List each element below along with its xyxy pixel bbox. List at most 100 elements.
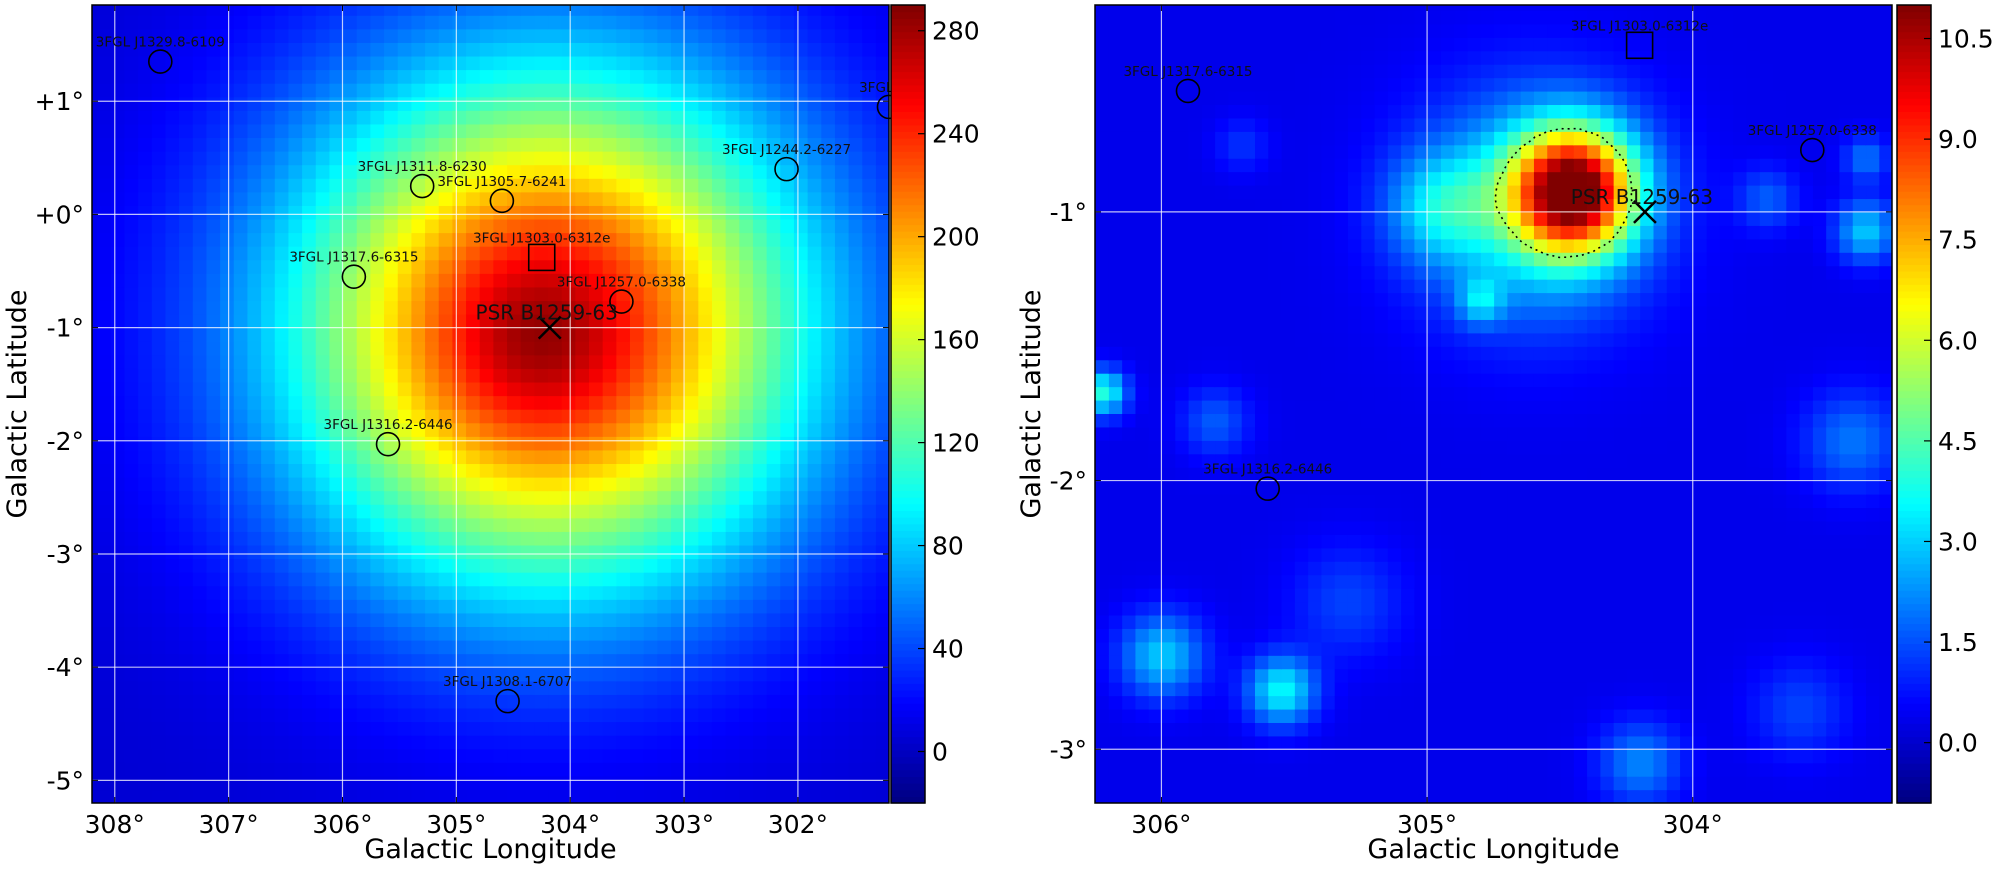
heatmap-cell [588,409,602,423]
heatmap-cell [438,110,452,124]
heatmap-cell [479,110,493,124]
heatmap-cell [465,626,479,640]
heatmap-cell [233,491,247,505]
heatmap-cell [452,586,466,600]
heatmap-cell [1706,669,1720,683]
heatmap-cell [1467,548,1481,562]
heatmap-cell [534,776,548,790]
colorbar-segment [891,730,925,737]
heatmap-cell [383,97,397,111]
heatmap-cell [206,83,220,97]
heatmap-cell [862,178,876,192]
heatmap-cell [547,110,561,124]
heatmap-cell [124,273,138,287]
heatmap-cell [711,2,725,16]
heatmap-cell [315,396,329,410]
heatmap-cell [684,789,698,803]
heatmap-cell [561,382,575,396]
heatmap-cell [397,477,411,491]
heatmap-cell [110,328,124,342]
heatmap-cell [834,586,848,600]
colorbar-segment [891,783,925,790]
heatmap-cell [302,300,316,314]
heatmap-cell [1427,642,1441,656]
heatmap-cell [479,137,493,151]
heatmap-cell [233,504,247,518]
heatmap-cell [1786,763,1800,777]
heatmap-cell [274,314,288,328]
heatmap-cell [138,287,152,301]
heatmap-cell [342,219,356,233]
heatmap-cell [575,110,589,124]
heatmap-cell [424,219,438,233]
heatmap-cell [493,192,507,206]
heatmap-cell [752,219,766,233]
heatmap-cell [725,97,739,111]
heatmap-cell [520,287,534,301]
heatmap-cell [1547,507,1561,521]
heatmap-cell [657,42,671,56]
heatmap-cell [261,735,275,749]
heatmap-cell [862,396,876,410]
heatmap-cell [739,531,753,545]
heatmap-cell [1533,507,1547,521]
heatmap-cell [479,749,493,763]
y-tick-label: +1° [35,87,84,116]
heatmap-cell [370,654,384,668]
heatmap-cell [684,423,698,437]
heatmap-cell [261,613,275,627]
heatmap-cell [110,463,124,477]
heatmap-cell [302,287,316,301]
heatmap-cell [1772,682,1786,696]
heatmap-cell [206,192,220,206]
heatmap-cell [452,124,466,138]
heatmap-cell [479,29,493,43]
heatmap-cell [657,341,671,355]
heatmap-cell [1188,601,1202,615]
heatmap-cell [411,613,425,627]
heatmap-cell [588,423,602,437]
heatmap-cell [588,436,602,450]
heatmap-cell [588,124,602,138]
heatmap-cell [1454,521,1468,535]
heatmap-cell [411,491,425,505]
heatmap-cell [602,708,616,722]
heatmap-cell [288,355,302,369]
colorbar-tick-label: 80 [932,532,964,561]
heatmap-cell [424,368,438,382]
heatmap-cell [561,246,575,260]
heatmap-cell [1308,601,1322,615]
heatmap-cell [370,137,384,151]
heatmap-cell [493,572,507,586]
heatmap-cell [1480,682,1494,696]
heatmap-cell [124,2,138,16]
heatmap-cell [411,15,425,29]
heatmap-cell [356,572,370,586]
heatmap-cell [739,749,753,763]
heatmap-cell [1613,696,1627,710]
heatmap-cell [1480,575,1494,589]
heatmap-cell [862,341,876,355]
heatmap-cell [465,640,479,654]
heatmap-cell [261,368,275,382]
heatmap-cell [1812,575,1826,589]
heatmap-cell [110,667,124,681]
heatmap-cell [1095,588,1109,602]
heatmap-cell [1865,507,1879,521]
heatmap-cell [588,97,602,111]
heatmap-cell [1387,790,1401,804]
heatmap-cell [793,29,807,43]
heatmap-cell [97,396,111,410]
heatmap-cell [752,572,766,586]
heatmap-cell [1294,709,1308,723]
heatmap-cell [629,735,643,749]
heatmap-cell [1148,575,1162,589]
heatmap-cell [711,382,725,396]
heatmap-cell [411,341,425,355]
heatmap-cell [1228,561,1242,575]
heatmap-cell [752,436,766,450]
heatmap-cell [1494,736,1508,750]
heatmap-cell [1467,682,1481,696]
heatmap-cell [383,287,397,301]
colorbar-segment [891,564,925,571]
